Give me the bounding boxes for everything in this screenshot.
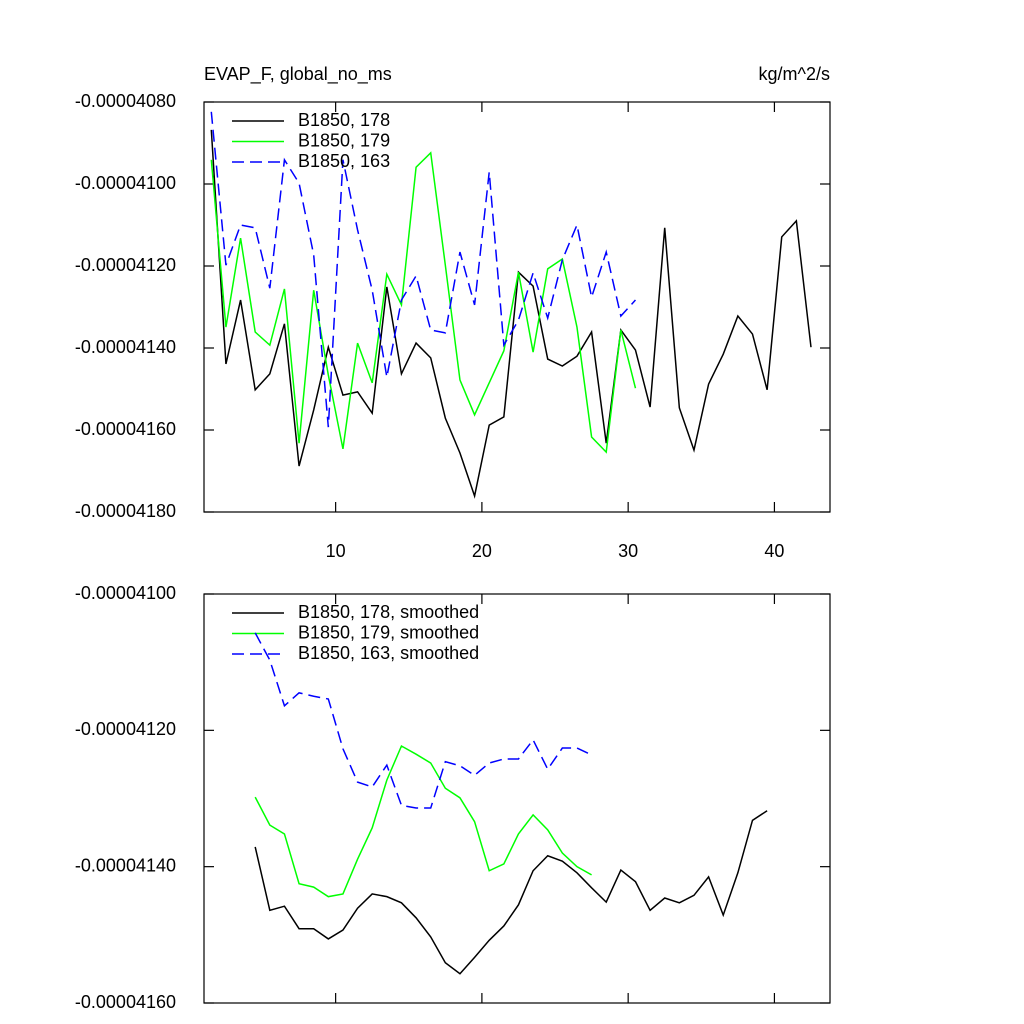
y-tick-label: -0.00004140 [75,855,176,875]
y-tick-label: -0.00004080 [75,91,176,111]
y-tick-label: -0.00004160 [75,992,176,1012]
series-line [254,810,768,975]
legend-label: B1850, 178, smoothed [298,602,479,622]
y-tick-label: -0.00004160 [75,419,176,439]
series-line [254,744,592,898]
series-line [254,632,592,809]
x-tick-label: 40 [764,541,784,561]
plot-frame [203,101,831,513]
chart-title: EVAP_F, global_no_ms [204,64,392,85]
legend-label: B1850, 163 [298,151,390,171]
units-label: kg/m^2/s [759,64,830,84]
y-tick-label: -0.00004140 [75,337,176,357]
y-tick-label: -0.00004100 [75,583,176,603]
legend-label: B1850, 163, smoothed [298,643,479,663]
legend-label: B1850, 179, smoothed [298,622,479,642]
y-tick-label: -0.00004100 [75,173,176,193]
y-tick-label: -0.00004120 [75,255,176,275]
plot-frame [203,593,831,1004]
x-tick-label: 10 [326,541,346,561]
series-line [210,151,637,454]
x-tick-label: 30 [618,541,638,561]
y-tick-label: -0.00004120 [75,719,176,739]
series-line [210,111,637,428]
legend-label: B1850, 179 [298,130,390,150]
series-line [210,129,812,499]
legend-label: B1850, 178 [298,110,390,130]
y-tick-label: -0.00004180 [75,501,176,521]
x-tick-label: 20 [472,541,492,561]
